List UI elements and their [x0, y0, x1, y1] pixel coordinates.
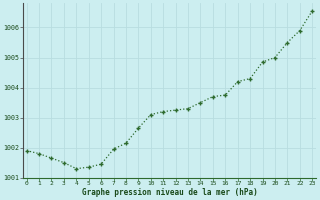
X-axis label: Graphe pression niveau de la mer (hPa): Graphe pression niveau de la mer (hPa) — [82, 188, 257, 197]
